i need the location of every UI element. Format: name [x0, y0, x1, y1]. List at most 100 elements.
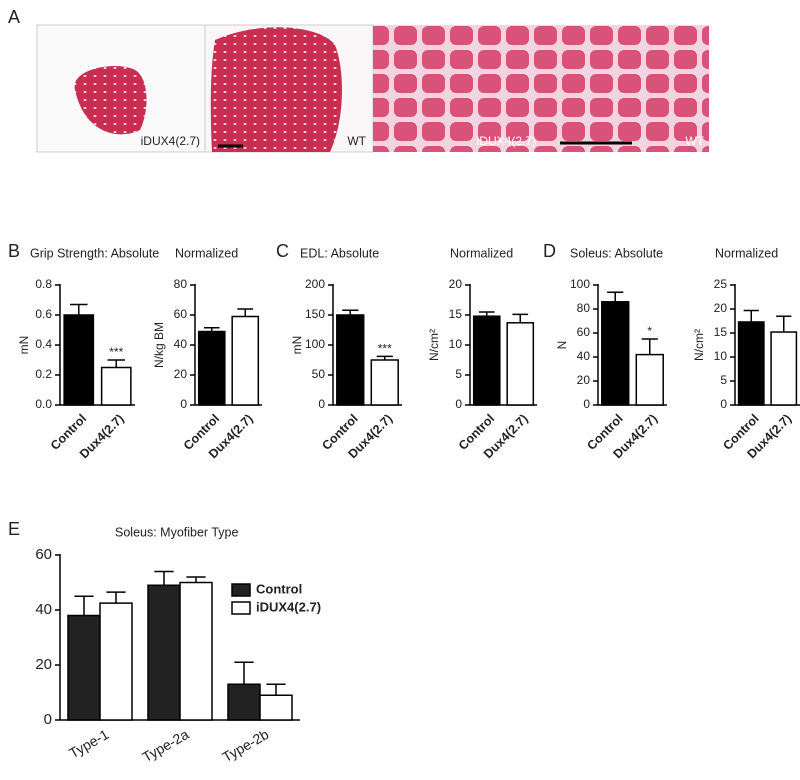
bar: [336, 314, 365, 406]
image-label: WT: [347, 134, 366, 148]
chart-title: Normalized: [715, 246, 778, 260]
legend-label: iDUX4(2.7): [256, 599, 321, 614]
y-tick-label: 5: [720, 373, 727, 387]
error-bar: [776, 315, 792, 333]
chart-title: Grip Strength: Absolute: [30, 246, 159, 260]
error-bar: [107, 359, 126, 368]
y-axis-label: N/cm²: [692, 329, 706, 361]
y-tick-label: 10: [714, 349, 728, 363]
error-bar: [607, 291, 624, 302]
image-panel: [541, 25, 709, 152]
legend-swatch: [231, 601, 251, 615]
chart-title: Normalized: [175, 246, 238, 260]
bar: [67, 614, 101, 721]
bar: [506, 322, 535, 406]
y-tick-label: 0: [583, 397, 590, 411]
bar: [770, 331, 798, 406]
tissue-section: [74, 66, 147, 135]
y-tick-label: 20: [174, 367, 188, 381]
tissue-section: [210, 27, 342, 153]
y-tick-label: 20: [577, 373, 591, 387]
chart-title: EDL: Absolute: [300, 246, 379, 260]
y-axis-label: mN: [17, 336, 31, 355]
chart-title: Soleus: Myofiber Type: [115, 525, 238, 539]
y-tick-label: 60: [35, 546, 52, 563]
y-tick-label: 0.2: [35, 367, 52, 381]
bar: [179, 581, 213, 721]
bar: [100, 366, 132, 406]
bar: [231, 315, 260, 406]
error-bar: [154, 570, 174, 586]
bar: [370, 359, 399, 406]
error-bar: [234, 661, 254, 685]
y-axis-label: N/cm²: [427, 329, 441, 361]
x-tick-label: Type-2a: [140, 726, 192, 765]
y-tick-label: 15: [714, 325, 728, 339]
y-tick-label: 0.4: [35, 337, 52, 351]
y-axis-label: N/kg BM: [152, 322, 166, 368]
panel-label: D: [543, 241, 556, 261]
error-bar: [512, 313, 529, 323]
legend-label: Control: [256, 581, 302, 596]
image-label: WT: [685, 134, 704, 148]
panel-label: B: [8, 241, 20, 261]
y-tick-label: 5: [455, 367, 462, 381]
significance: *: [647, 324, 652, 338]
error-bar: [641, 338, 658, 355]
x-tick-label: Type-1: [66, 726, 111, 761]
y-axis-label: mN: [290, 336, 304, 355]
y-tick-label: 0.0: [35, 397, 52, 411]
y-tick-label: 0: [318, 397, 325, 411]
x-tick-label: Type-2b: [220, 726, 272, 765]
y-tick-label: 15: [449, 307, 463, 321]
error-bar: [74, 595, 94, 616]
bar: [197, 330, 226, 406]
error-bar: [237, 308, 254, 317]
y-tick-label: 60: [577, 325, 591, 339]
y-tick-label: 0.6: [35, 307, 52, 321]
histology-images: iDUX4(2.7) WT iDUX4(2.7) WT: [36, 24, 709, 153]
bar: [737, 321, 765, 406]
bar: [227, 683, 261, 721]
y-tick-label: 40: [577, 349, 591, 363]
y-tick-label: 25: [714, 277, 728, 291]
error-bar: [186, 576, 206, 583]
y-tick-label: 0: [455, 397, 462, 411]
y-tick-label: 10: [449, 337, 463, 351]
y-tick-label: 150: [305, 307, 325, 321]
y-tick-label: 0.8: [35, 277, 52, 291]
error-bar: [342, 309, 359, 315]
error-bar: [106, 591, 126, 604]
y-tick-label: 50: [312, 367, 326, 381]
error-bar: [266, 683, 286, 696]
bar: [259, 694, 293, 721]
image-label: iDUX4(2.7): [477, 134, 536, 148]
y-tick-label: 20: [449, 277, 463, 291]
error-bar: [69, 303, 88, 315]
y-tick-label: 20: [714, 301, 728, 315]
panel-label: A: [8, 7, 20, 27]
image-panel: [373, 25, 541, 152]
y-tick-label: 0: [44, 711, 52, 728]
bar: [63, 314, 95, 406]
y-tick-label: 40: [35, 601, 52, 618]
y-tick-label: 80: [174, 277, 188, 291]
y-axis-label: N: [555, 341, 569, 350]
error-bar: [743, 309, 759, 322]
bar: [472, 315, 501, 406]
bar: [601, 301, 630, 406]
y-tick-label: 0: [180, 397, 187, 411]
y-tick-label: 100: [305, 337, 325, 351]
y-tick-label: 80: [577, 301, 591, 315]
significance: ***: [109, 345, 123, 359]
legend-swatch: [231, 583, 251, 597]
chart-title: Soleus: Absolute: [570, 246, 663, 260]
y-tick-label: 0: [720, 397, 727, 411]
y-tick-label: 20: [35, 656, 52, 673]
chart-title: Normalized: [450, 246, 513, 260]
y-tick-label: 100: [570, 277, 590, 291]
image-label: iDUX4(2.7): [141, 134, 200, 148]
bar: [99, 602, 133, 721]
bar: [147, 584, 181, 721]
